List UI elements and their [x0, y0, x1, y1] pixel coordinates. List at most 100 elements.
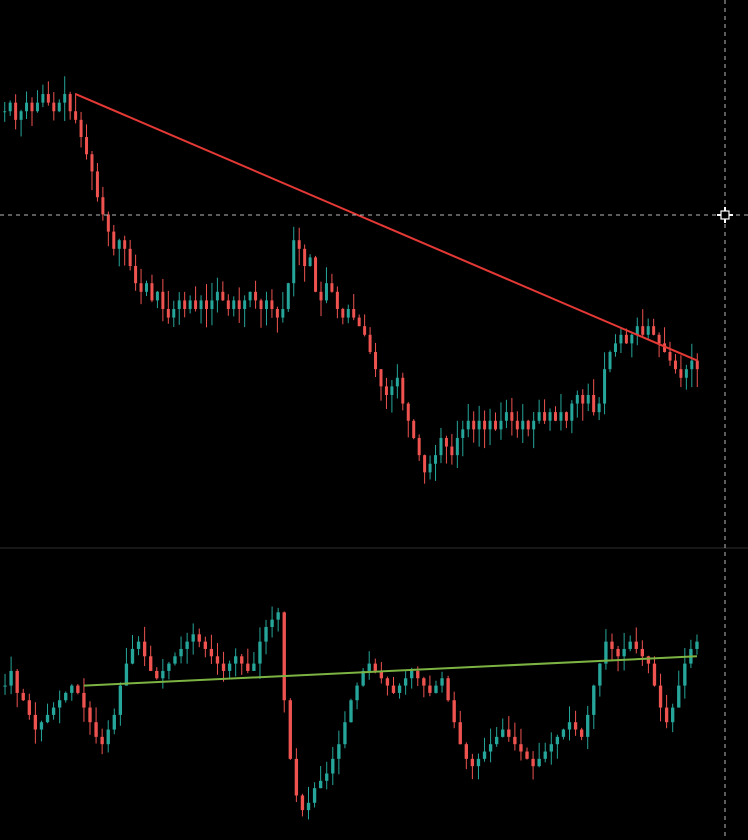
main-candle-body: [384, 386, 388, 395]
main-candle-body: [68, 94, 72, 112]
lower-candle-body: [33, 714, 38, 730]
lower-candle: [294, 748, 299, 803]
lower-candle: [106, 720, 110, 753]
main-candle: [90, 151, 94, 191]
lower-indicator-pane[interactable]: [3, 606, 699, 820]
main-candle-body: [483, 420, 487, 430]
lower-candle-body: [610, 641, 614, 649]
main-candle: [204, 284, 208, 328]
lower-candle-body: [397, 685, 402, 693]
lower-candle-body: [57, 700, 62, 708]
main-candle: [553, 406, 557, 422]
lower-candle-body: [130, 648, 135, 664]
lower-candle: [240, 653, 244, 675]
lower-candle-body: [161, 670, 165, 679]
lower-candle: [488, 728, 493, 763]
main-candle: [679, 355, 683, 388]
lower-candle: [27, 693, 31, 720]
main-candle-body: [450, 446, 454, 456]
main-candle-body: [25, 102, 29, 112]
lower-candle-body: [70, 685, 74, 693]
main-candle: [25, 91, 29, 120]
main-candle: [237, 287, 241, 323]
lower-candle: [671, 703, 675, 733]
lower-candle-body: [240, 656, 244, 664]
main-candle: [663, 327, 667, 353]
main-candle-body: [663, 343, 667, 352]
main-candle: [243, 295, 247, 328]
lower-candle: [495, 727, 499, 747]
main-candle: [504, 399, 508, 429]
main-candle-body: [679, 369, 683, 378]
main-candle-body: [314, 257, 318, 292]
lower-candle-body: [185, 641, 189, 649]
lower-candle: [501, 718, 505, 738]
lower-candle: [118, 682, 123, 726]
main-candle: [434, 444, 438, 481]
main-candle: [68, 91, 72, 120]
main-candle: [292, 226, 296, 297]
main-candle: [374, 342, 378, 378]
main-candle-body: [668, 351, 672, 361]
lower-candle: [45, 703, 50, 724]
lower-candle: [325, 761, 329, 790]
main-candle-body: [374, 351, 378, 370]
main-candle-body: [150, 283, 154, 301]
lower-candle: [391, 676, 396, 694]
main-candle: [275, 306, 279, 333]
main-candle: [537, 399, 541, 424]
main-candle: [630, 333, 634, 358]
lower-candle: [70, 684, 74, 701]
main-candle-body: [406, 403, 410, 421]
main-candle-body: [19, 111, 23, 120]
main-candle-body: [455, 437, 459, 456]
lower-candle-body: [45, 714, 50, 723]
lower-candle: [215, 643, 220, 675]
main-candle-body: [221, 291, 225, 301]
lower-candle-body: [452, 700, 456, 723]
main-candle-body: [630, 334, 634, 344]
lower-candle-body: [343, 722, 347, 745]
lower-candle: [470, 753, 475, 780]
lower-candle: [270, 606, 274, 638]
lower-candle: [664, 694, 669, 729]
lower-candle: [136, 636, 141, 656]
lower-candle: [610, 633, 614, 660]
lower-trendline[interactable]: [83, 655, 698, 687]
lower-candle: [51, 702, 56, 720]
lower-candle-body: [664, 707, 669, 723]
main-candle: [532, 411, 536, 449]
lower-candle: [482, 737, 487, 762]
main-candle-body: [155, 291, 159, 301]
lower-candle: [622, 632, 626, 671]
lower-candle-body: [537, 758, 541, 767]
lower-candle: [579, 727, 584, 741]
main-trendline[interactable]: [75, 93, 698, 362]
lower-candle: [337, 730, 341, 775]
main-candle-body: [35, 102, 39, 112]
lower-candle-body: [586, 714, 590, 737]
lower-candle-body: [100, 736, 104, 745]
main-candle: [603, 352, 607, 415]
lower-candle-body: [573, 722, 578, 730]
lower-candle-body: [252, 663, 256, 671]
main-candle: [254, 280, 258, 309]
main-price-pane[interactable]: [3, 76, 699, 484]
lower-candle-body: [21, 692, 25, 701]
main-candle: [581, 389, 585, 421]
main-candle-body: [112, 231, 116, 249]
main-candle-body: [194, 300, 198, 309]
main-candle: [483, 410, 487, 449]
main-candle: [510, 397, 514, 436]
lower-candle: [537, 742, 541, 768]
main-candle: [183, 291, 187, 318]
lower-candle-body: [652, 663, 657, 686]
main-candle: [499, 402, 503, 440]
lower-candle-body: [51, 707, 56, 715]
main-candle: [281, 292, 285, 323]
main-candle-body: [232, 300, 236, 309]
main-candle-body: [515, 420, 519, 430]
main-candle-body: [41, 94, 45, 103]
main-candle: [428, 455, 432, 480]
